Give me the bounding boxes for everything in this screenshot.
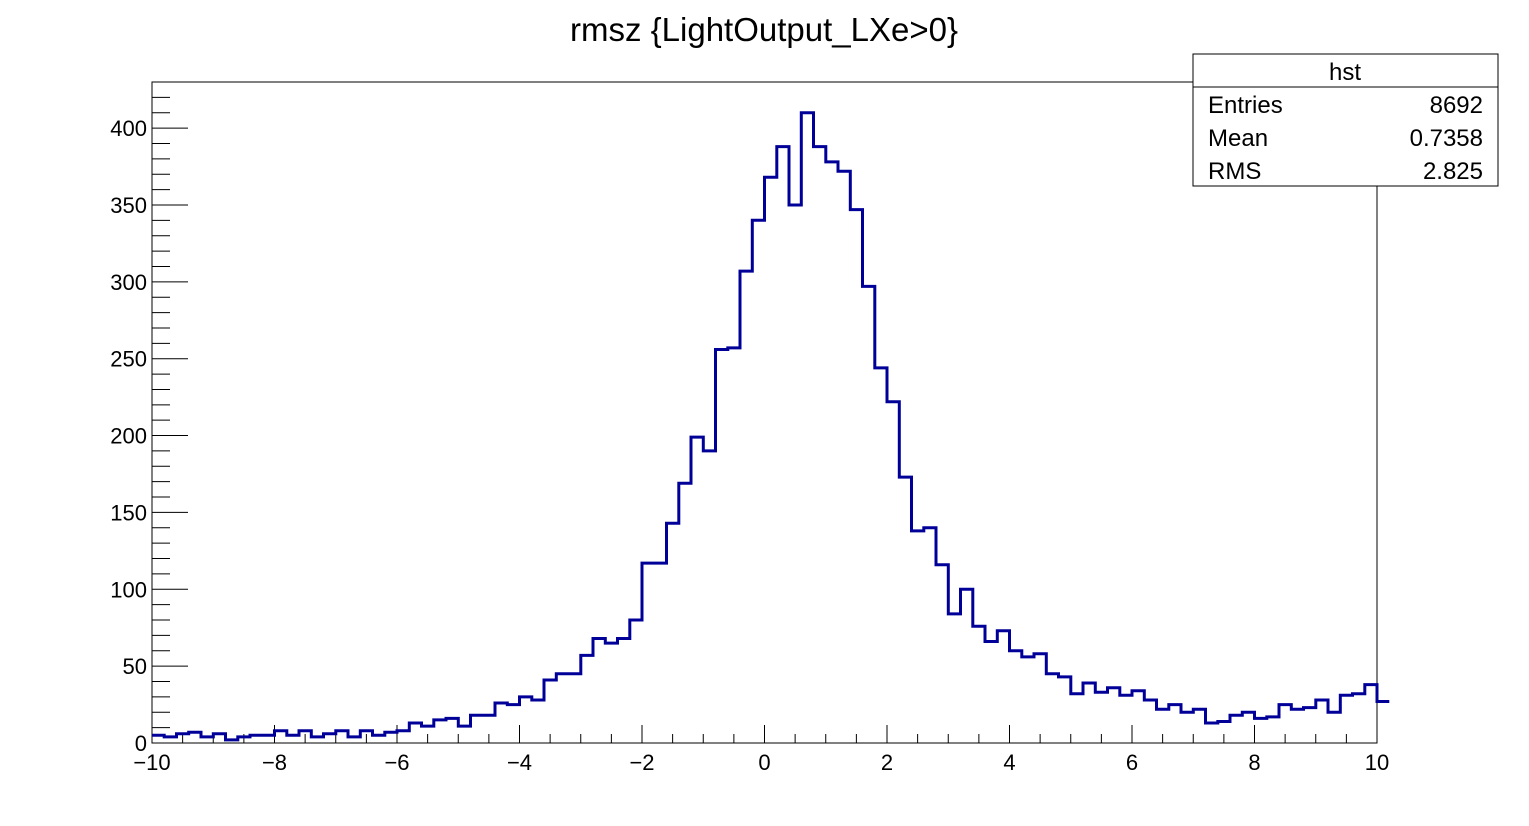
x-tick-label: 2 <box>881 750 893 775</box>
axis-tick-labels: −10 −8 −6 −4 −2 0 2 4 6 8 100501001502002503003504… <box>110 116 1389 775</box>
x-tick-label: 0 <box>758 750 770 775</box>
y-tick-label: 150 <box>110 500 147 525</box>
y-tick-label: 250 <box>110 347 147 372</box>
stats-mean-value: 0.7358 <box>1410 125 1483 152</box>
y-tick-label: 100 <box>110 577 147 602</box>
stats-entries-value: 8692 <box>1430 92 1483 119</box>
histogram-line <box>152 111 1390 742</box>
x-tick-label: −2 <box>629 750 654 775</box>
x-tick-label: −4 <box>507 750 532 775</box>
stats-mean-label: Mean <box>1208 125 1268 152</box>
chart-title: rmsz {LightOutput_LXe>0} <box>570 11 958 48</box>
x-tick-label: −6 <box>384 750 409 775</box>
axis-ticks <box>151 81 1378 744</box>
y-tick-label: 400 <box>110 116 147 141</box>
x-tick-label: 8 <box>1248 750 1260 775</box>
y-tick-label: 200 <box>110 424 147 449</box>
y-tick-label: 0 <box>135 731 147 756</box>
stats-box-frame <box>1192 53 1499 187</box>
stats-entries-label: Entries <box>1208 92 1283 119</box>
x-tick-label: 10 <box>1365 750 1389 775</box>
x-tick-label: −10 <box>133 750 170 775</box>
y-tick-label: 50 <box>123 654 147 679</box>
y-tick-label: 300 <box>110 270 147 295</box>
stats-box: hst Entries 8692 Mean 0.7358 RMS 2.825 <box>1192 53 1499 187</box>
x-tick-label: −8 <box>262 750 287 775</box>
stats-rms-value: 2.825 <box>1423 158 1483 185</box>
x-tick-label: 6 <box>1126 750 1138 775</box>
x-tick-label: 4 <box>1003 750 1015 775</box>
y-tick-label: 350 <box>110 193 147 218</box>
stats-rms-label: RMS <box>1208 158 1261 185</box>
stats-box-title: hst <box>1329 59 1361 86</box>
